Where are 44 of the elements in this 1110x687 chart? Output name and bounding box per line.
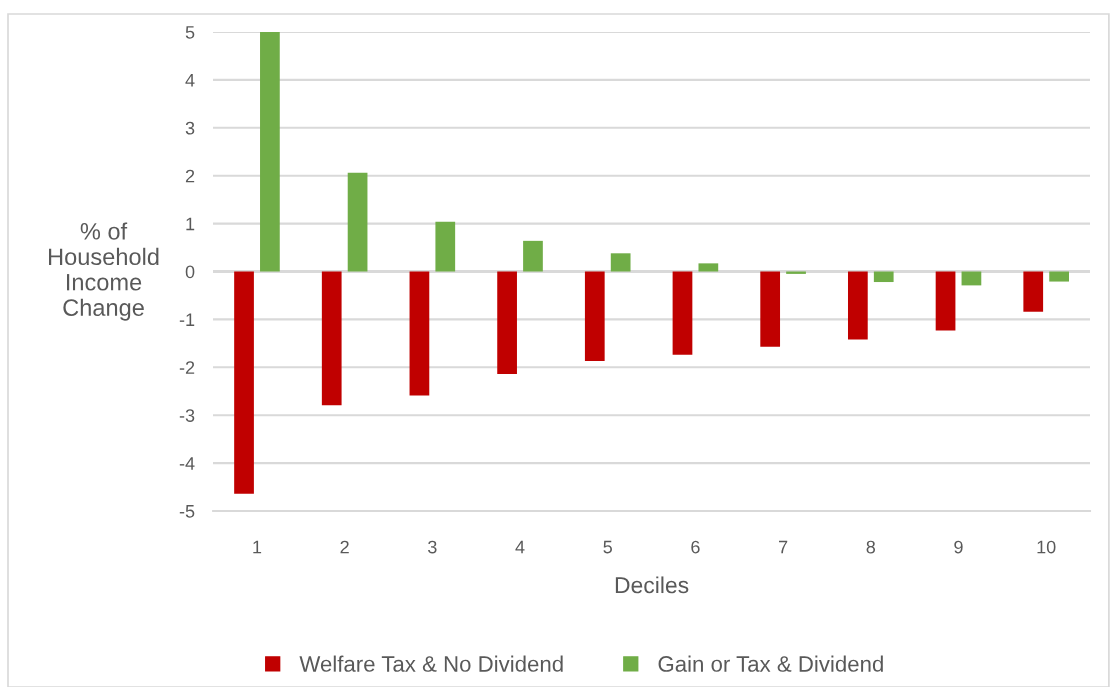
legend-label: Gain or Tax & Dividend: [658, 655, 883, 672]
y-tick-label: -1: [179, 313, 195, 326]
bar: [873, 271, 894, 283]
y-tick-label: -3: [179, 409, 195, 422]
bar: [672, 271, 693, 355]
x-tick-label: 5: [603, 540, 612, 554]
y-tick-label: -5: [179, 505, 195, 518]
bar: [260, 32, 280, 272]
legend-label: Welfare Tax & No Dividend: [299, 655, 563, 672]
x-tick-label: 10: [1037, 540, 1056, 554]
x-tick-label: 6: [691, 540, 700, 554]
x-tick-label: 1: [253, 540, 262, 554]
bar: [523, 240, 543, 272]
bar: [848, 271, 868, 340]
bar: [1049, 271, 1069, 282]
bar: [234, 271, 254, 494]
bar: [409, 271, 430, 396]
x-tick-label: 9: [954, 540, 963, 554]
x-tick-label: 8: [866, 540, 876, 554]
bar: [497, 271, 517, 374]
y-tick-label: -4: [179, 457, 195, 470]
bar: [321, 271, 342, 406]
y-tick-label: 2: [185, 169, 195, 183]
x-axis-title: Deciles: [615, 576, 689, 594]
bar: [1023, 271, 1044, 312]
y-tick-label: 3: [185, 121, 195, 135]
bar: [760, 271, 781, 347]
y-axis-title: % of Household Income Change: [49, 222, 159, 321]
bar: [698, 263, 719, 272]
x-tick-label: 3: [428, 540, 437, 554]
bar: [435, 221, 456, 272]
bar: [347, 172, 368, 272]
x-tick-label: 7: [779, 540, 788, 554]
bar: [961, 271, 982, 286]
x-tick-label: 4: [515, 540, 525, 554]
bar: [610, 253, 631, 272]
y-tick-label: -2: [179, 361, 195, 374]
bar: [584, 271, 605, 362]
y-tick-label: 0: [185, 265, 195, 279]
y-tick-label: 1: [186, 217, 195, 231]
y-tick-label: 5: [185, 26, 195, 39]
x-tick-label: 2: [340, 540, 349, 554]
bar: [935, 271, 956, 331]
y-tick-label: 4: [185, 74, 195, 87]
